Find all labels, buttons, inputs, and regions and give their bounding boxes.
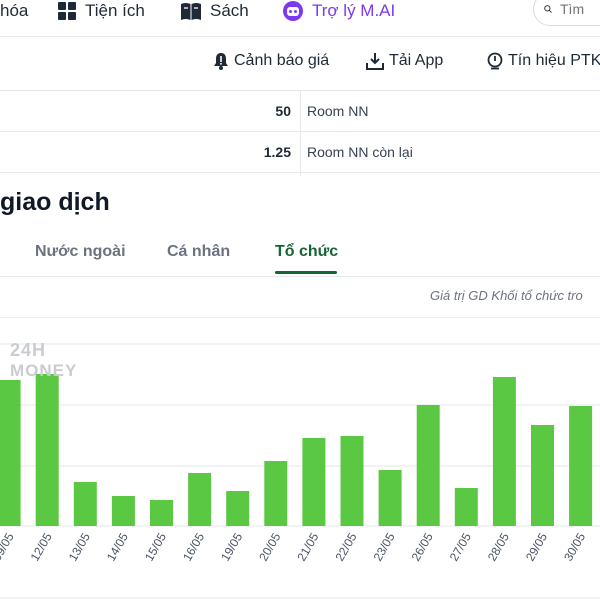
x-tick-label: 27/05 — [447, 530, 474, 563]
info-bottom-divider — [0, 172, 600, 173]
section-title: giao dịch — [0, 188, 110, 216]
search-box[interactable] — [533, 0, 600, 26]
x-tick-label: 22/05 — [332, 530, 359, 563]
download-app-link[interactable]: Tải App — [366, 50, 443, 72]
book-icon — [181, 3, 201, 20]
bar-21-05[interactable] — [302, 438, 326, 526]
active-tab-indicator — [275, 271, 337, 274]
signal-link[interactable]: Tín hiệu PTK — [487, 50, 600, 72]
chart-top-divider — [0, 317, 600, 318]
bar-29-05[interactable] — [531, 425, 554, 526]
x-tick-label: 20/05 — [256, 530, 283, 563]
nav-item-books-label: Sách — [210, 1, 249, 20]
bar-30-05[interactable] — [569, 406, 593, 526]
bar-16-05[interactable] — [188, 473, 212, 526]
x-tick-label: 21/05 — [294, 530, 321, 563]
info-column-divider — [300, 90, 301, 176]
nav-item-partial-label: hóa — [0, 1, 29, 20]
top-nav-divider — [0, 36, 600, 37]
price-alert-label: Cảnh báo giá — [234, 52, 330, 69]
room-nn-remaining-value: 1.25 — [263, 144, 291, 160]
bar-15-05[interactable] — [150, 500, 173, 526]
institutional-trading-chart: 08/0509/0512/0513/0514/0515/0516/0519/05… — [0, 343, 600, 599]
room-nn-label: Room NN — [307, 103, 369, 119]
download-app-label: Tải App — [389, 52, 444, 69]
bar-09-05[interactable] — [0, 380, 21, 526]
grid-icon — [58, 2, 76, 20]
info-row-divider — [0, 131, 600, 132]
nav-item-assistant[interactable]: Trợ lý M.AI — [282, 0, 395, 22]
bar-19-05[interactable] — [226, 491, 250, 526]
signal-icon — [487, 52, 503, 70]
signal-label: Tín hiệu PTK — [508, 52, 600, 69]
search-input[interactable] — [558, 0, 600, 18]
nav-item-partial[interactable]: hóa — [0, 0, 28, 22]
bell-alert-icon — [214, 53, 228, 70]
x-tick-label: 09/05 — [0, 530, 17, 563]
robot-icon — [283, 1, 303, 21]
nav-item-utilities-label: Tiện ích — [85, 1, 145, 20]
bar-22-05[interactable] — [340, 436, 364, 526]
bar-26-05[interactable] — [416, 405, 440, 526]
x-tick-label: 28/05 — [485, 530, 512, 563]
nav-item-books[interactable]: Sách — [180, 0, 249, 22]
room-nn-remaining-label: Room NN còn lại — [307, 144, 413, 160]
x-tick-label: 19/05 — [218, 530, 245, 563]
watermark-line2: MONEY — [10, 361, 78, 380]
x-tick-label: 30/05 — [561, 530, 588, 563]
x-tick-label: 23/05 — [371, 530, 398, 563]
tab-foreign[interactable]: Nước ngoài — [35, 243, 126, 260]
tab-individual[interactable]: Cá nhân — [167, 243, 231, 260]
bar-14-05[interactable] — [111, 496, 135, 526]
bar-13-05[interactable] — [73, 482, 97, 526]
tab-institutional[interactable]: Tổ chức — [275, 243, 339, 260]
bar-27-05[interactable] — [454, 488, 478, 526]
nav-item-assistant-label: Trợ lý M.AI — [312, 1, 396, 20]
bar-12-05[interactable] — [35, 374, 59, 526]
nav-item-utilities[interactable]: Tiện ích — [57, 0, 145, 22]
x-tick-label: 14/05 — [104, 530, 131, 563]
chart-caption: Giá trị GD Khối tổ chức tro — [430, 288, 583, 303]
bar-23-05[interactable] — [378, 470, 402, 526]
x-tick-label: 26/05 — [409, 530, 436, 563]
x-tick-label: 15/05 — [142, 530, 169, 563]
search-icon — [544, 5, 552, 13]
x-tick-label: 29/05 — [523, 530, 550, 563]
x-tick-label: 12/05 — [28, 530, 55, 563]
price-alert-link[interactable]: Cảnh báo giá — [213, 50, 329, 72]
tabs-divider — [0, 276, 600, 277]
room-nn-value: 50 — [275, 103, 291, 119]
watermark-line1: 24H — [10, 340, 47, 360]
bar-20-05[interactable] — [264, 461, 288, 526]
x-tick-label: 16/05 — [180, 530, 207, 563]
bar-28-05[interactable] — [492, 377, 516, 526]
download-icon — [366, 53, 384, 70]
x-tick-label: 13/05 — [66, 530, 93, 563]
